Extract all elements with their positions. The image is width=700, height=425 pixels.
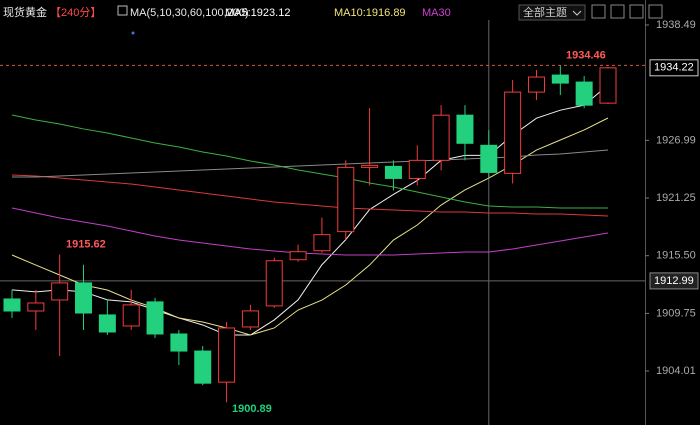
crosshair-box: [649, 272, 699, 290]
candle-body: [122, 304, 140, 327]
candle-body: [408, 159, 426, 179]
icon-button[interactable]: [648, 4, 663, 19]
crosshair-label: 1912.99: [654, 275, 694, 287]
y-tick-label: 1926.99: [656, 134, 696, 146]
candle-body: [599, 67, 617, 104]
candle-body: [432, 114, 450, 161]
legend-item: MA5:1923.12: [225, 7, 290, 19]
y-tick-label: 1909.75: [656, 307, 696, 319]
candle-body: [384, 165, 402, 179]
icon-button[interactable]: [591, 4, 606, 19]
candle-body: [575, 81, 593, 106]
legend-item: MA30: [422, 7, 451, 19]
candle-body: [170, 333, 188, 352]
candle-body: [361, 164, 379, 168]
candle-body: [289, 251, 307, 261]
icon-button[interactable]: [629, 4, 644, 19]
icon-button[interactable]: [610, 4, 625, 19]
theme-button[interactable]: [518, 4, 586, 21]
candle-body: [75, 282, 93, 314]
dropdown-arrow: [572, 10, 582, 16]
candle-body: [527, 76, 545, 93]
candle-body: [241, 310, 259, 328]
high-label: 1915.62: [66, 238, 106, 250]
y-tick-label: 1921.25: [656, 192, 696, 204]
ma-line: [11, 174, 609, 217]
legend-item: MA10:1916.89: [334, 7, 406, 19]
legend-item: MA(5,10,30,60,100,200): [130, 7, 249, 19]
candle-body: [313, 234, 331, 252]
candle-body: [456, 114, 474, 144]
y-tick-label: 1938.49: [656, 19, 696, 31]
candle-body: [504, 91, 522, 174]
legend-item: 【240分】: [50, 6, 101, 19]
ma-line: [11, 207, 609, 256]
candle-body: [3, 298, 21, 312]
price-box: [649, 59, 699, 77]
candle-body: [480, 144, 498, 173]
low-label: 1900.89: [232, 403, 272, 415]
candle-body: [265, 260, 283, 307]
ma-icon[interactable]: [117, 5, 128, 16]
candle-body: [27, 302, 45, 312]
y-tick-label: 1915.50: [656, 250, 696, 262]
high-label: 1934.46: [566, 49, 606, 61]
candle-body: [146, 301, 164, 335]
theme-label[interactable]: 全部主题: [523, 5, 567, 19]
price-label: 1934.22: [654, 62, 694, 74]
candle-body: [551, 74, 569, 84]
candle-body: [218, 327, 236, 383]
y-tick-label: 1904.01: [656, 365, 696, 377]
marker-dot: [131, 31, 135, 35]
candle-body: [98, 314, 116, 333]
candle-body: [51, 282, 69, 301]
candle-body: [337, 166, 355, 233]
candle-body: [194, 350, 212, 384]
ma-line: [11, 114, 608, 209]
legend-item: 现货黄金: [3, 5, 47, 19]
